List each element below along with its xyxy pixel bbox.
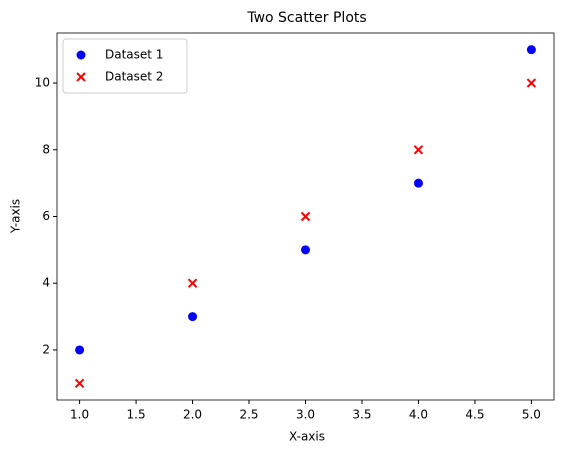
x-tick-label: 4.0 (409, 408, 428, 422)
x-tick-label: 1.5 (127, 408, 146, 422)
chart-title: Two Scatter Plots (246, 10, 366, 26)
legend-marker (76, 50, 86, 60)
point (74, 378, 85, 389)
x-tick-label: 5.0 (522, 408, 541, 422)
x-tick-label: 4.5 (465, 408, 484, 422)
legend-label: Dataset 1 (105, 48, 163, 62)
point (526, 45, 536, 55)
point (187, 278, 198, 288)
y-tick-label: 8 (42, 142, 50, 156)
point (300, 211, 311, 222)
point (413, 178, 423, 188)
point (526, 78, 537, 88)
x-tick-label: 3.0 (296, 408, 315, 422)
x-tick-label: 2.5 (239, 408, 258, 422)
y-tick-label: 4 (42, 276, 50, 290)
x-tick-label: 1.0 (70, 408, 89, 422)
point (75, 345, 85, 355)
legend-label: Dataset 2 (105, 70, 163, 84)
y-tick-label: 10 (35, 76, 50, 90)
legend-box (62, 38, 188, 94)
legend: Dataset 1 Dataset 2 (62, 38, 188, 94)
point (188, 312, 198, 322)
x-tick-label: 2.0 (183, 408, 202, 422)
point (301, 245, 310, 255)
y-tick-label: 2 (42, 342, 50, 356)
x-axis-label: X-axis (289, 430, 325, 444)
y-tick-label: 6 (42, 209, 50, 223)
legend-marker (76, 72, 86, 82)
x-tick-label: 3.5 (352, 408, 371, 422)
point (413, 145, 424, 155)
y-axis-label: Y-axis (9, 199, 23, 234)
